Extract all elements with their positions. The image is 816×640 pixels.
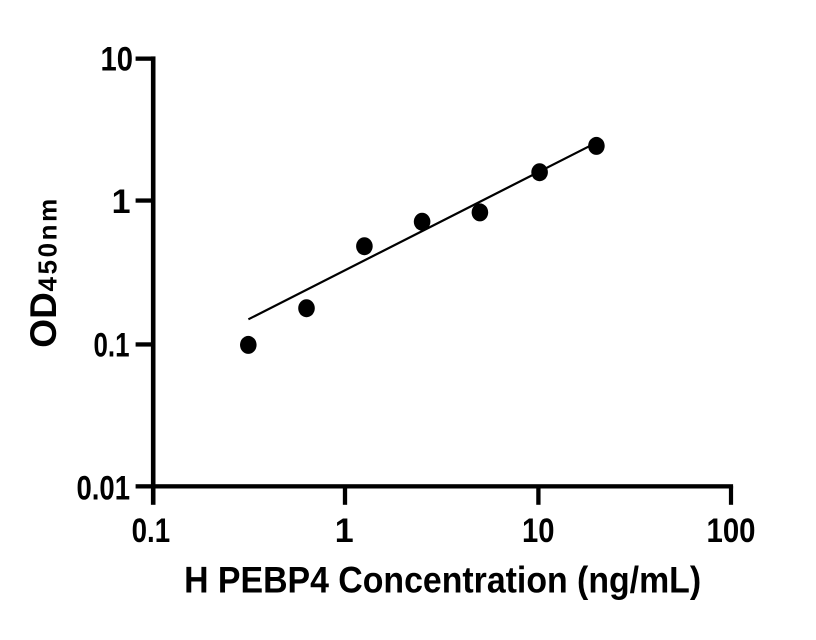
svg-text:OD: OD — [23, 292, 64, 348]
svg-text:10: 10 — [522, 512, 555, 550]
svg-text:450nm: 450nm — [33, 196, 63, 291]
svg-text:10: 10 — [101, 41, 134, 79]
svg-text:1: 1 — [112, 183, 131, 221]
svg-text:0.01: 0.01 — [77, 469, 131, 507]
svg-text:0.1: 0.1 — [132, 512, 171, 550]
svg-text:0.1: 0.1 — [94, 326, 130, 364]
svg-text:H PEBP4 Concentration (ng/mL): H PEBP4 Concentration (ng/mL) — [184, 559, 701, 601]
svg-text:1: 1 — [335, 512, 354, 550]
svg-text:100: 100 — [707, 512, 756, 550]
